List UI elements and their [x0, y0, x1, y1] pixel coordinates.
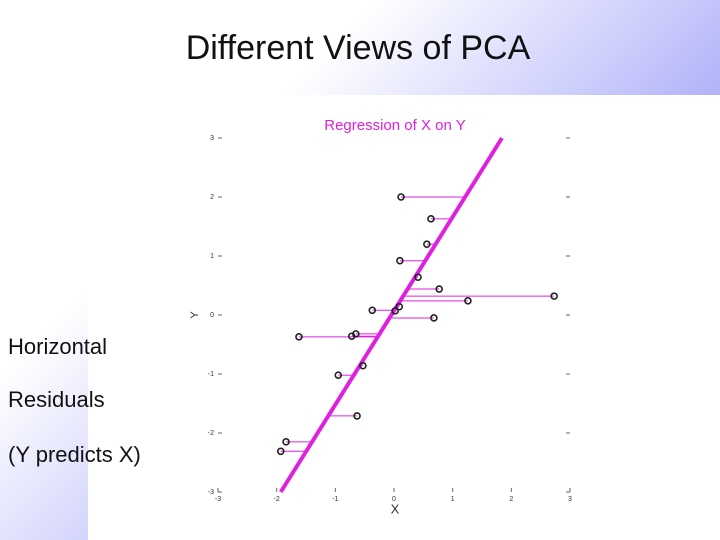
point [435, 285, 443, 293]
point [391, 307, 399, 315]
point [397, 193, 405, 201]
point [396, 256, 404, 265]
point [550, 292, 558, 300]
point [276, 447, 285, 456]
slide-text: Residuals [8, 387, 105, 412]
slide-text: (Y predicts X) [8, 442, 141, 467]
point [359, 361, 367, 370]
x-tick-label: 2 [509, 496, 513, 503]
y-tick-label: 2 [210, 194, 214, 201]
point [282, 438, 290, 446]
point [295, 333, 303, 341]
point [334, 371, 343, 379]
x-tick-label: -3 [215, 496, 221, 503]
x-tick-label: 0 [392, 496, 396, 503]
point [430, 314, 438, 322]
point [464, 297, 472, 305]
x-tick-label: 1 [451, 496, 455, 503]
y-tick-label: 0 [210, 312, 214, 319]
x-tick-label: 3 [568, 496, 572, 503]
y-tick-label: 1 [210, 253, 214, 260]
point [395, 302, 404, 311]
slide-title: Different Views of PCA [186, 29, 531, 67]
x-tick-label: -1 [332, 496, 338, 503]
point [414, 273, 422, 282]
y-tick-label: -3 [208, 489, 214, 496]
chart-title: Regression of X on Y [324, 117, 465, 134]
point [427, 215, 435, 223]
point [368, 306, 377, 315]
y-tick-label: 3 [210, 135, 214, 142]
point [423, 240, 431, 248]
y-tick-label: -1 [208, 371, 214, 378]
regression-line [279, 136, 504, 494]
x-tick-label: -2 [274, 496, 280, 503]
slide-text: Horizontal [8, 334, 107, 359]
y-axis-label: Y [189, 311, 201, 319]
point [353, 412, 361, 420]
point [347, 332, 356, 341]
x-axis-label: X [391, 501, 400, 516]
y-tick-label: -2 [208, 430, 214, 437]
